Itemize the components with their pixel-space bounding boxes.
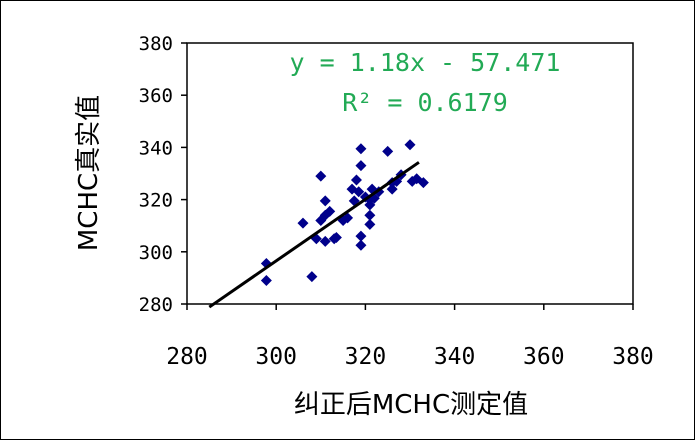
data-point (364, 209, 376, 221)
x-axis: 280 300 320 340 360 380 (166, 304, 654, 370)
data-point (319, 195, 331, 207)
x-tick-label: 300 (255, 344, 297, 370)
data-point (324, 205, 336, 217)
trendline-r-squared: R² = 0.6179 (342, 88, 508, 117)
data-point (319, 235, 331, 247)
y-axis: 280 300 320 340 360 380 (139, 33, 187, 316)
data-point (330, 231, 342, 243)
data-point (297, 217, 309, 229)
data-point (350, 174, 362, 186)
x-tick-label: 340 (434, 344, 476, 370)
y-tick-label: 340 (139, 137, 173, 159)
x-tick-label: 380 (612, 344, 654, 370)
y-tick-label: 280 (139, 294, 173, 316)
data-point (382, 145, 394, 157)
data-point (364, 218, 376, 230)
data-point (404, 139, 416, 151)
plot-area-frame (186, 42, 634, 305)
x-tick-label: 320 (345, 344, 387, 370)
data-point (355, 230, 367, 242)
data-point (355, 143, 367, 155)
data-point (355, 160, 367, 172)
x-axis-title: 纠正后MCHC测定值 (294, 390, 528, 420)
y-tick-label: 300 (139, 242, 173, 264)
data-point (306, 271, 318, 283)
data-point (355, 239, 367, 251)
trendline-equation: y = 1.18x - 57.471 (290, 48, 561, 77)
data-point (386, 183, 398, 195)
y-axis-title: MCHC真实值 (74, 95, 104, 251)
y-tick-label: 320 (139, 190, 173, 212)
y-tick-label: 360 (139, 85, 173, 107)
data-point (260, 275, 272, 287)
trendline (208, 161, 420, 309)
x-tick-label: 280 (166, 344, 208, 370)
y-tick-label: 380 (139, 33, 173, 55)
data-point (315, 170, 327, 182)
x-tick-label: 360 (523, 344, 565, 370)
data-point (353, 186, 365, 198)
data-point (417, 177, 429, 189)
